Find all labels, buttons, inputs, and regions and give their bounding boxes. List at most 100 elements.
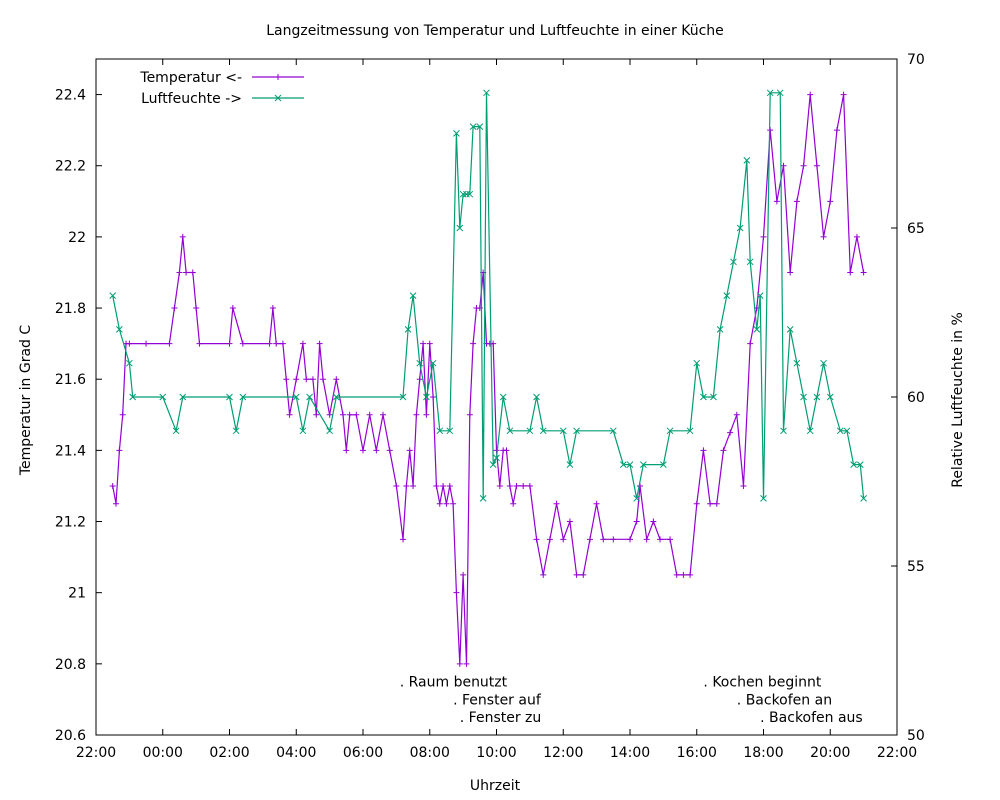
data-point xyxy=(847,269,854,276)
data-point xyxy=(306,393,313,401)
data-point xyxy=(463,660,470,667)
data-point xyxy=(269,305,276,312)
data-point xyxy=(660,461,667,468)
data-point xyxy=(820,359,827,367)
data-point xyxy=(404,326,412,333)
annotation: . Backofen an xyxy=(737,692,832,708)
data-point xyxy=(343,447,350,454)
data-point xyxy=(266,340,273,347)
data-point xyxy=(353,411,360,418)
data-point xyxy=(229,305,236,312)
data-point xyxy=(446,427,454,435)
data-point xyxy=(720,447,727,454)
data-point xyxy=(793,198,800,205)
data-point xyxy=(293,376,300,383)
data-point xyxy=(332,393,340,401)
data-point xyxy=(787,269,794,276)
data-point xyxy=(736,224,744,232)
x-tick-label: 16:00 xyxy=(677,745,717,761)
data-point xyxy=(626,461,634,468)
data-point xyxy=(466,411,473,418)
data-point xyxy=(143,340,150,347)
data-point xyxy=(853,233,860,240)
data-point xyxy=(159,393,167,401)
data-point xyxy=(316,340,323,347)
data-point xyxy=(119,411,126,418)
data-point xyxy=(639,461,647,468)
data-point xyxy=(456,660,463,667)
data-point xyxy=(326,411,333,418)
data-point xyxy=(429,359,437,367)
data-point xyxy=(586,536,593,543)
data-point xyxy=(807,91,814,98)
data-point xyxy=(713,500,720,507)
data-point xyxy=(650,518,657,525)
x-tick-label: 06:00 xyxy=(343,745,383,761)
data-point xyxy=(303,376,310,383)
data-point xyxy=(443,500,450,507)
data-point xyxy=(313,411,320,418)
data-point xyxy=(286,411,293,418)
data-point xyxy=(780,162,787,169)
data-point xyxy=(183,269,190,276)
data-point xyxy=(413,411,420,418)
data-point xyxy=(189,269,196,276)
data-point xyxy=(800,162,807,169)
legend: Temperatur <- Luftfeuchte -> xyxy=(139,70,304,107)
data-point xyxy=(850,461,857,468)
data-point xyxy=(273,340,280,347)
data-point xyxy=(753,326,761,333)
x-tick-label: 02:00 xyxy=(209,745,249,761)
y-tick-label: 21.4 xyxy=(55,443,86,459)
data-point xyxy=(469,123,477,130)
data-point xyxy=(440,482,447,489)
data-point xyxy=(453,130,460,137)
y2-axis-label: Relative Luftfeuchte in % xyxy=(950,312,966,488)
legend-marker xyxy=(274,94,282,102)
data-point xyxy=(116,326,123,333)
legend-label-temperatur: Temperatur <- xyxy=(139,70,242,86)
data-point xyxy=(193,305,200,312)
data-point xyxy=(171,305,178,312)
x-tick-label: 00:00 xyxy=(143,745,183,761)
data-point xyxy=(409,292,417,299)
x-tick-label: 22:00 xyxy=(877,745,917,761)
y-tick-label: 21.6 xyxy=(55,372,86,388)
data-point xyxy=(513,482,520,489)
data-point xyxy=(610,536,617,543)
data-point xyxy=(619,461,627,468)
data-point xyxy=(423,393,430,401)
data-point xyxy=(299,340,306,347)
data-point xyxy=(436,427,444,435)
data-point xyxy=(820,233,827,240)
data-point xyxy=(786,326,794,333)
data-point xyxy=(450,500,457,507)
data-point xyxy=(743,157,751,164)
data-point xyxy=(843,427,851,435)
annotation: . Kochen beginnt xyxy=(703,675,821,691)
data-point xyxy=(496,482,503,489)
data-point xyxy=(506,427,514,435)
data-point xyxy=(773,198,780,205)
data-point xyxy=(403,482,410,489)
data-point xyxy=(566,461,574,468)
data-point xyxy=(126,340,133,347)
data-point xyxy=(687,571,694,578)
data-point xyxy=(593,500,600,507)
data-point xyxy=(179,393,187,401)
data-point xyxy=(826,393,834,401)
data-point xyxy=(860,269,867,276)
data-point xyxy=(609,427,617,435)
data-point xyxy=(380,411,387,418)
series-temperatur xyxy=(109,91,867,667)
data-point xyxy=(746,258,754,266)
y2-tick-label: 65 xyxy=(907,221,925,237)
data-point xyxy=(600,536,607,543)
y-tick-label: 20.8 xyxy=(55,657,86,673)
annotation-layer: . Raum benutzt. Fenster auf . Fenster zu.… xyxy=(400,675,863,727)
data-point xyxy=(166,340,173,347)
data-point xyxy=(686,427,694,435)
data-point xyxy=(470,340,477,347)
data-point xyxy=(360,447,366,454)
